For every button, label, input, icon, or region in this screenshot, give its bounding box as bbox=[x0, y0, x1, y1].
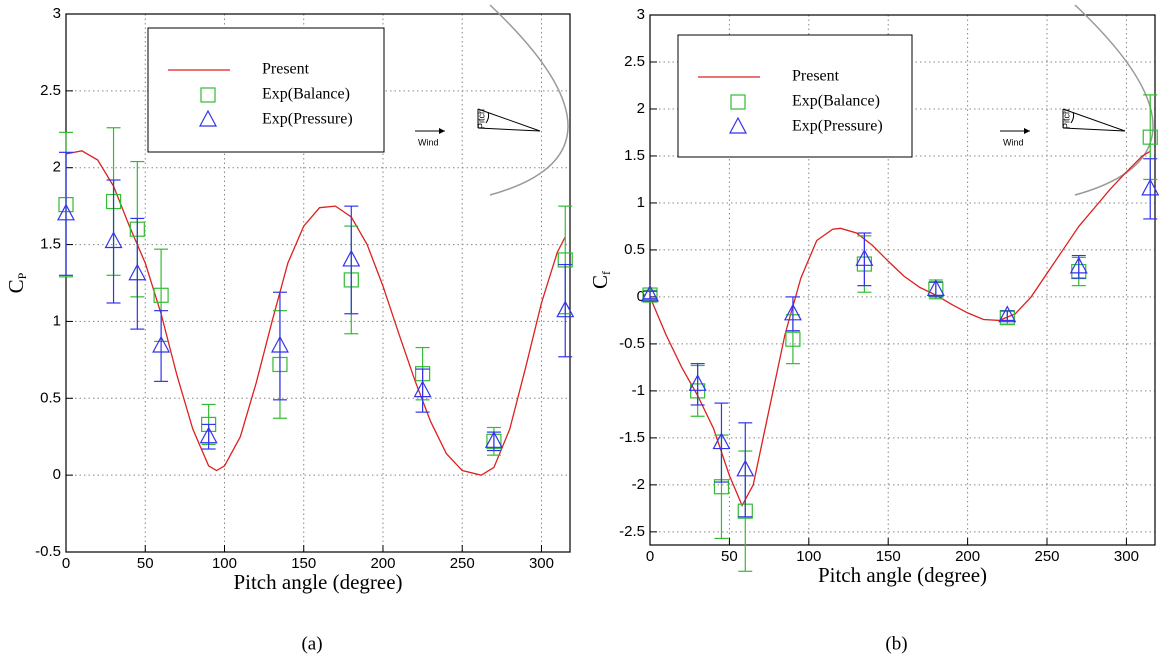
marker-triangle bbox=[128, 263, 147, 281]
inset-pitch-label: Pitch bbox=[476, 109, 486, 129]
line-series bbox=[65, 150, 566, 476]
inset-arc bbox=[1074, 4, 1154, 196]
marker-square bbox=[1142, 129, 1158, 145]
y-axis-label: CP bbox=[4, 272, 29, 293]
marker-triangle bbox=[998, 305, 1017, 323]
inset-pitch-arrow bbox=[1070, 111, 1075, 124]
y-axis-label-main: C bbox=[588, 275, 612, 289]
legend-box bbox=[147, 27, 385, 153]
x-tick-label: 300 bbox=[1114, 548, 1139, 565]
chart: -0.500.511.522.530 50 100 150 200 250 300Pitch… bbox=[4, 4, 575, 654]
legend-square bbox=[200, 87, 216, 103]
x-tick-label: 0 bbox=[646, 548, 654, 565]
x-axis-label: Pitch angle (degree) bbox=[233, 570, 402, 594]
y-tick-label: -0.5 bbox=[619, 335, 645, 352]
marker-triangle bbox=[342, 249, 361, 267]
legend-label: Present bbox=[262, 61, 310, 78]
y-tick-label: 1.5 bbox=[40, 236, 61, 253]
marker-square bbox=[785, 331, 801, 347]
x-tick-label: 150 bbox=[291, 555, 316, 572]
x-tick-label: 250 bbox=[450, 555, 475, 572]
legend-label: Exp(Pressure) bbox=[792, 118, 883, 135]
y-tick-label: -1 bbox=[632, 382, 645, 399]
inset-wind-label: Wind bbox=[1003, 137, 1024, 147]
y-axis-label-sub: f bbox=[599, 271, 613, 275]
legend-label: Exp(Balance) bbox=[792, 93, 880, 110]
marker-triangle bbox=[270, 335, 289, 353]
y-tick-label: 3 bbox=[637, 6, 645, 23]
x-tick-label: 100 bbox=[796, 548, 821, 565]
x-tick-label: 0 bbox=[62, 555, 70, 572]
legend-square bbox=[730, 94, 746, 110]
x-axis-label: Pitch angle (degree) bbox=[818, 563, 987, 587]
y-tick-label: 2.5 bbox=[624, 53, 645, 70]
marker-triangle bbox=[783, 303, 802, 321]
y-tick-label: 2.5 bbox=[40, 82, 61, 99]
inset-wind-label: Wind bbox=[418, 137, 439, 147]
marker-triangle bbox=[413, 380, 432, 398]
x-tick-label: 150 bbox=[876, 548, 901, 565]
y-tick-label: 1 bbox=[637, 194, 645, 211]
y-tick-label: 0.5 bbox=[40, 389, 61, 406]
y-axis-label-sub: P bbox=[15, 272, 29, 279]
legend-label: Exp(Pressure) bbox=[262, 111, 353, 128]
plot-frame bbox=[649, 14, 1156, 546]
x-tick-label: 100 bbox=[212, 555, 237, 572]
x-tick-label: 250 bbox=[1034, 548, 1059, 565]
caption: (a) bbox=[301, 633, 322, 654]
inset-pitch-label: Pitch bbox=[1061, 109, 1071, 129]
marker-triangle bbox=[641, 284, 659, 302]
marker-triangle bbox=[484, 431, 503, 448]
legend-box bbox=[677, 34, 913, 158]
marker-triangle bbox=[104, 231, 123, 249]
legend-label: Exp(Balance) bbox=[262, 86, 350, 103]
marker-triangle bbox=[556, 300, 575, 318]
marker-square bbox=[153, 287, 169, 303]
chart: -2.5 -2 -1.5 -1 -0.5 0 0.5 1 1.5 2 2.5 3 0 50 100 150 20… bbox=[588, 4, 1160, 654]
y-tick-label: 2 bbox=[53, 159, 61, 176]
inset-chord bbox=[477, 127, 541, 132]
y-axis-label: Cf bbox=[588, 271, 613, 289]
marker-triangle bbox=[1141, 178, 1160, 196]
y-tick-label: 1 bbox=[53, 312, 61, 329]
legend-triangle bbox=[729, 116, 747, 134]
marker-triangle bbox=[855, 249, 874, 266]
legend-label: Present bbox=[792, 68, 840, 85]
marker-triangle bbox=[926, 279, 945, 296]
y-axis-label-main: C bbox=[4, 279, 28, 293]
x-tick-label: 50 bbox=[137, 555, 154, 572]
inset-wind-head bbox=[1024, 128, 1030, 134]
x-tick-label: 50 bbox=[721, 548, 738, 565]
y-tick-label: -1.5 bbox=[619, 429, 645, 446]
y-tick-label: -2.5 bbox=[619, 523, 645, 540]
y-tick-label: -2 bbox=[632, 476, 645, 493]
x-tick-label: 200 bbox=[955, 548, 980, 565]
marker-triangle bbox=[152, 335, 171, 353]
inset-wind-head bbox=[439, 128, 445, 134]
plot-frame bbox=[65, 13, 571, 553]
y-tick-label: -0.5 bbox=[35, 543, 61, 560]
y-tick-label: 0 bbox=[53, 466, 61, 483]
marker-triangle bbox=[1069, 256, 1088, 274]
marker-triangle bbox=[736, 459, 755, 477]
marker-square bbox=[642, 287, 658, 303]
x-tick-label: 200 bbox=[370, 555, 395, 572]
inset-chord bbox=[1062, 127, 1126, 132]
marker-triangle bbox=[57, 203, 75, 221]
inset-pitch-arrow bbox=[485, 111, 490, 124]
x-tick-label: 300 bbox=[529, 555, 554, 572]
y-tick-label: 1.5 bbox=[624, 147, 645, 164]
y-tick-label: 3 bbox=[53, 5, 61, 22]
legend-triangle bbox=[199, 109, 217, 127]
marker-triangle bbox=[712, 432, 731, 450]
inset-arc bbox=[489, 4, 569, 196]
line-series bbox=[649, 150, 1151, 508]
marker-triangle bbox=[688, 374, 707, 391]
y-tick-label: 0 bbox=[637, 288, 645, 305]
marker-triangle bbox=[199, 426, 218, 444]
y-tick-label: 0.5 bbox=[624, 241, 645, 258]
caption: (b) bbox=[885, 633, 907, 654]
y-tick-label: 2 bbox=[637, 100, 645, 117]
